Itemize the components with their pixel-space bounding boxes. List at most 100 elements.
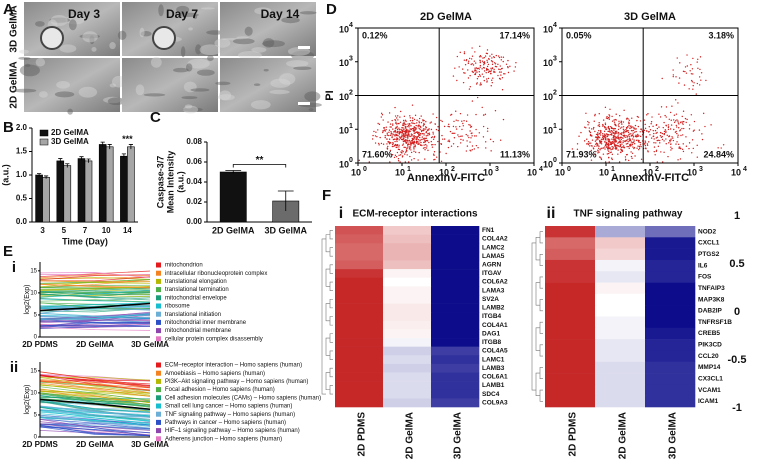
sem-texture (38, 91, 48, 98)
legend-swatch (39, 129, 49, 137)
event-dot (424, 128, 426, 130)
event-dot (421, 144, 423, 147)
event-dot (404, 139, 407, 141)
event-dot (618, 122, 620, 124)
event-dot (475, 135, 477, 137)
event-dot (630, 135, 632, 137)
sem-texture (251, 47, 267, 53)
event-dot (417, 159, 419, 161)
y-tick-exp: 0 (553, 157, 557, 164)
event-dot (679, 146, 681, 148)
event-dot (392, 133, 394, 135)
event-dot (606, 135, 608, 137)
event-dot (638, 147, 641, 149)
legend-label: mitochondrial envelope (165, 295, 227, 301)
event-dot (380, 142, 383, 145)
event-dot (442, 138, 444, 140)
event-dot (600, 158, 603, 161)
event-dot (688, 124, 691, 126)
row-label: VCAM1 (698, 387, 721, 394)
event-dot (606, 145, 608, 147)
event-dot (376, 135, 378, 138)
event-dot (491, 79, 493, 81)
y-axis-label: (a.u.) (175, 171, 185, 193)
event-dot (388, 134, 390, 137)
event-dot (598, 151, 600, 153)
bar (63, 165, 72, 223)
legend-swatch (156, 262, 161, 268)
event-dot (613, 121, 616, 123)
event-dot (614, 133, 616, 135)
legend-label: mitochondrial membrane (165, 328, 232, 334)
event-dot (373, 130, 375, 133)
event-dot (598, 140, 601, 142)
event-dot (467, 60, 470, 62)
event-dot (623, 129, 625, 132)
event-dot (612, 136, 615, 138)
row-label: COL6A1 (482, 374, 508, 381)
sem-texture (59, 44, 77, 53)
legend-label: Small cell lung cancer – Homo sapiens (h… (165, 404, 292, 410)
event-dot (651, 116, 653, 118)
event-dot (594, 153, 596, 155)
event-dot (601, 147, 603, 149)
trend-line (39, 426, 151, 437)
event-dot (486, 52, 489, 55)
legend-swatch (156, 403, 161, 409)
event-dot (608, 130, 610, 133)
row-label: 2D GelMA (9, 61, 20, 108)
heatmap-cell (595, 361, 646, 374)
event-dot (613, 140, 616, 142)
event-dot (457, 134, 459, 136)
event-dot (692, 147, 694, 150)
event-dot (404, 119, 407, 121)
event-dot (685, 145, 688, 147)
event-dot (692, 57, 694, 60)
event-dot (486, 61, 489, 63)
trend-line (39, 289, 151, 298)
event-dot (686, 65, 689, 67)
y-tick-label: 10 (543, 126, 553, 136)
legend-swatch (156, 328, 161, 334)
event-dot (394, 106, 396, 109)
bar (84, 160, 93, 223)
sem-texture (89, 35, 95, 45)
legend-label: Focal adhesion – Homo sapiens (human) (165, 387, 275, 393)
event-dot (704, 125, 706, 128)
event-dot (398, 146, 400, 148)
event-dot (388, 138, 391, 140)
event-dot (598, 145, 600, 147)
event-dot (600, 143, 603, 145)
event-dot (480, 56, 482, 58)
event-dot (387, 121, 389, 123)
row-label: DAB2IP (698, 308, 723, 315)
event-dot (598, 113, 600, 115)
event-dot (409, 141, 412, 143)
heatmap-cell (431, 243, 480, 253)
x-tick-label: 7 (83, 226, 88, 235)
event-dot (502, 118, 505, 121)
event-dot (597, 132, 599, 134)
event-dot (413, 128, 415, 131)
heatmap-cell (645, 373, 696, 385)
event-dot (426, 145, 428, 147)
event-dot (677, 143, 680, 146)
y-tick-exp: 2 (553, 89, 557, 96)
event-dot (456, 55, 459, 58)
sem-pore (152, 26, 176, 50)
event-dot (395, 117, 398, 119)
event-dot (658, 113, 660, 115)
heatmap-cell (431, 260, 480, 270)
event-dot (615, 144, 617, 147)
event-dot (697, 58, 699, 60)
event-dot (665, 143, 667, 145)
y-tick-label: 10 (543, 159, 553, 169)
event-dot (637, 133, 639, 136)
event-dot (583, 140, 586, 142)
event-dot (399, 110, 402, 113)
event-dot (625, 128, 627, 131)
heatmap-cell (431, 251, 480, 261)
event-dot (382, 143, 385, 145)
event-dot (401, 149, 403, 152)
event-dot (382, 130, 384, 132)
